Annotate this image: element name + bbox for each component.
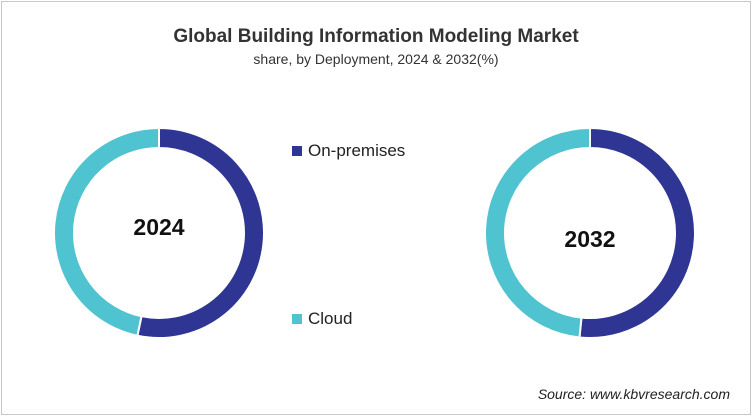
legend-item-cloud: Cloud [292, 309, 352, 329]
donut-slice-2032-cloud [484, 126, 591, 339]
legend-swatch-cloud [292, 314, 302, 324]
legend-swatch-on-premises [292, 146, 302, 156]
chart-title: Global Building Information Modeling Mar… [173, 26, 579, 47]
donut-center-label: 2032 [564, 226, 615, 252]
chart-subtitle: share, by Deployment, 2024 & 2032(%) [253, 51, 499, 67]
legend-label: On-premises [308, 141, 406, 160]
source-note: Source: www.kbvresearch.com [537, 386, 730, 402]
donut-center-label: 2024 [133, 214, 184, 240]
legend-item-on-premises: On-premises [292, 141, 405, 161]
legend-label: Cloud [308, 309, 353, 328]
donut-slice-2024-cloud [53, 126, 160, 337]
